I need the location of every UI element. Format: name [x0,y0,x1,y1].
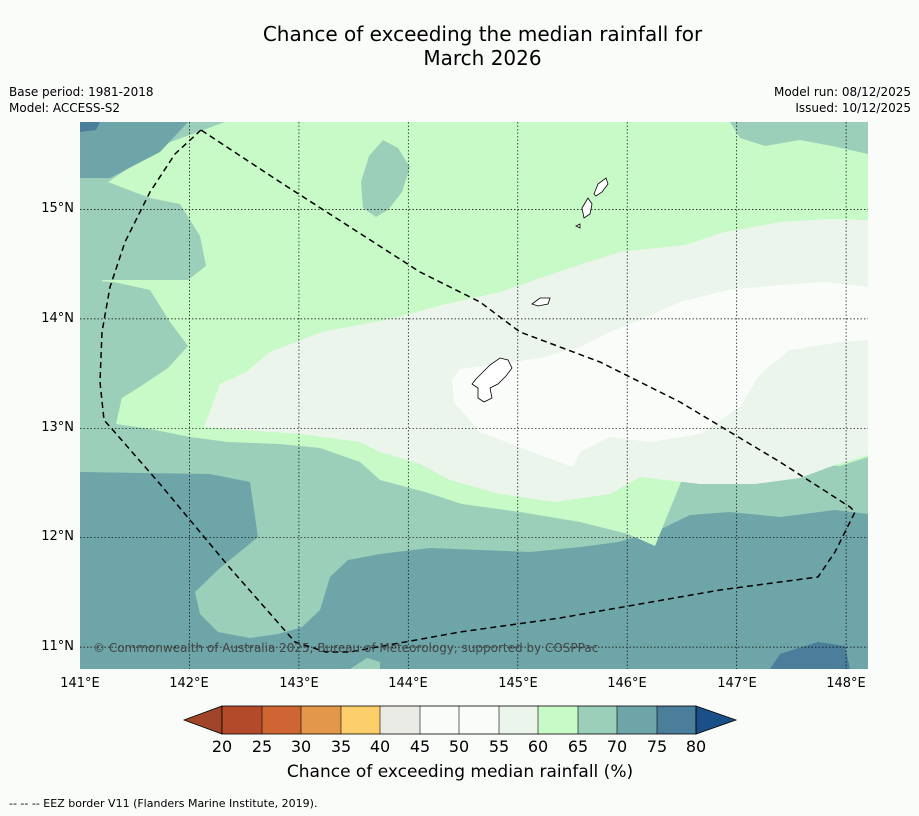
eez-border [99,129,856,653]
lat-label-15: 15°N [41,201,74,216]
cbar-tick-80: 80 [686,737,706,756]
lon-label-148: 148°E [826,676,866,691]
colorbar-ticks: 20 25 30 35 40 45 50 55 60 65 70 75 80 [212,737,706,756]
island-tinian [581,197,593,219]
contour-50-55 [452,282,868,467]
contour-blob-1 [361,140,410,217]
lon-label-142: 142°E [169,676,209,691]
cbar-tick-25: 25 [252,737,272,756]
title-line-2: March 2026 [423,46,542,70]
lon-label-146: 146°E [607,676,647,691]
colorbar-20-25 [222,706,262,734]
colorbar-25-30 [262,706,301,734]
contour-top-left [80,122,188,178]
cbar-tick-20: 20 [212,737,232,756]
cbar-tick-40: 40 [370,737,390,756]
colorbar-70-75 [617,706,657,734]
contour-75-80-southeast [770,642,850,669]
lat-label-14: 14°N [41,311,74,326]
lon-label-141: 141°E [60,676,100,691]
colorbar-65-70 [578,706,617,734]
colorbar-under [182,705,223,735]
island-rota [531,297,551,307]
cbar-tick-30: 30 [291,737,311,756]
colorbar-label: Chance of exceeding median rainfall (%) [286,762,634,782]
colorbar-dividers [261,706,658,734]
meta-right: Model run: 08/12/2025 Issued: 10/12/2025 [774,84,911,116]
eez-footnote: -- -- -- EEZ border V11 (Flanders Marine… [9,797,318,810]
cbar-tick-45: 45 [410,737,430,756]
lat-label-12: 12°N [41,529,74,544]
cbar-tick-35: 35 [331,737,351,756]
graticule [80,122,868,669]
lon-label-147: 147°E [717,676,757,691]
cbar-tick-65: 65 [568,737,588,756]
colorbar-75-80 [657,706,696,734]
cbar-tick-50: 50 [449,737,469,756]
title-line-1: Chance of exceeding the median rainfall … [262,22,703,46]
colorbar-30-35 [301,706,341,734]
island-aguijan [575,223,581,229]
contour-blob-2 [80,280,188,420]
colorbar-over [695,705,738,735]
meta-left: Base period: 1981-2018 Model: ACCESS-S2 [9,84,154,116]
island-guam [471,357,513,403]
model-run: Model run: 08/12/2025 [773,85,911,99]
base-period: Base period: 1981-2018 [9,85,154,99]
colorbar-40-45 [380,706,420,734]
lat-label-11: 11°N [41,639,74,654]
rainfall-map [80,122,868,669]
contour-top-left-dark [80,122,100,132]
islands [471,177,609,403]
colorbar-60-65 [538,706,578,734]
island-saipan [593,177,609,197]
cbar-tick-75: 75 [647,737,667,756]
colorbar-45-50 [420,706,459,734]
chart-title: Chance of exceeding the median rainfall … [0,22,919,70]
map-svg [80,122,868,669]
lat-label-13: 13°N [41,420,74,435]
cbar-tick-55: 55 [489,737,509,756]
cbar-tick-70: 70 [607,737,627,756]
colorbar-50-55 [459,706,499,734]
copyright-notice: © Commonwealth of Australia 2025, Bureau… [93,641,599,655]
model-name: Model: ACCESS-S2 [9,101,121,115]
colorbar-55-60 [499,706,538,734]
issued-date: Issued: 10/12/2025 [795,101,911,115]
colorbar: 20 25 30 35 40 45 50 55 60 65 70 75 80 [182,705,738,756]
cbar-tick-60: 60 [528,737,548,756]
lon-label-143: 143°E [279,676,319,691]
lon-label-144: 144°E [388,676,428,691]
lon-label-145: 145°E [498,676,538,691]
contour-65-70-south [350,658,380,669]
colorbar-35-40 [341,706,380,734]
